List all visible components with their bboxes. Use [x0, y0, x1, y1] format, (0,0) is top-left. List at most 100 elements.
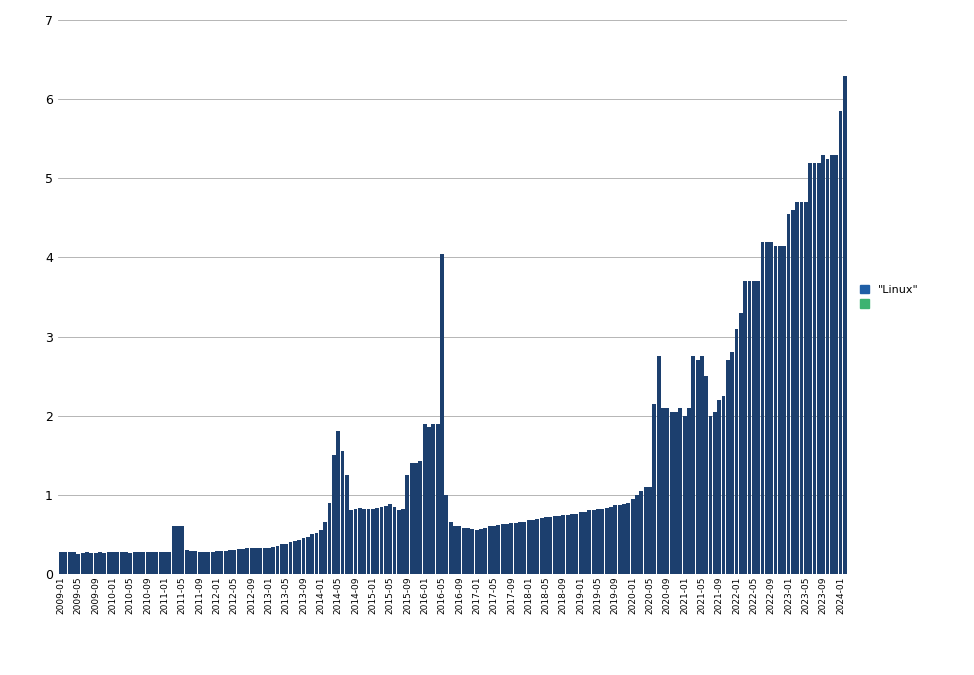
Bar [492, 526, 496, 574]
Bar [479, 529, 483, 574]
Bar [224, 551, 228, 574]
Bar [444, 495, 448, 574]
Bar [163, 552, 167, 574]
Bar [371, 509, 375, 574]
Bar [293, 541, 297, 574]
Bar [410, 463, 414, 574]
Bar [85, 552, 89, 574]
Bar [102, 554, 106, 574]
Bar [587, 510, 591, 574]
Bar [661, 408, 665, 574]
Bar [704, 376, 708, 574]
Bar [431, 423, 435, 574]
Bar [756, 281, 760, 574]
Bar [752, 281, 756, 574]
Bar [544, 517, 548, 574]
Bar [513, 523, 517, 574]
Bar [267, 547, 271, 574]
Bar [540, 518, 543, 574]
Bar [700, 356, 704, 574]
Bar [778, 246, 782, 574]
Bar [132, 552, 136, 574]
Bar [536, 519, 540, 574]
Bar [336, 431, 340, 574]
Bar [467, 528, 470, 574]
Bar [276, 546, 280, 574]
Bar [72, 552, 76, 574]
Bar [458, 526, 462, 574]
Bar [202, 551, 206, 574]
Bar [141, 551, 145, 574]
Bar [185, 550, 189, 574]
Bar [596, 509, 600, 574]
Bar [258, 549, 262, 574]
Bar [150, 551, 154, 574]
Bar [315, 533, 318, 574]
Bar [362, 509, 366, 574]
Bar [826, 159, 830, 574]
Bar [653, 404, 656, 574]
Bar [570, 514, 574, 574]
Bar [630, 499, 634, 574]
Bar [90, 554, 94, 574]
Bar [159, 551, 163, 574]
Bar [812, 163, 816, 574]
Bar [384, 506, 388, 574]
Bar [656, 356, 660, 574]
Bar [817, 163, 821, 574]
Bar [318, 531, 322, 574]
Bar [808, 163, 812, 574]
Bar [609, 506, 613, 574]
Bar [622, 504, 626, 574]
Bar [357, 508, 361, 574]
Bar [800, 202, 804, 574]
Bar [405, 475, 409, 574]
Bar [375, 508, 379, 574]
Bar [345, 475, 349, 574]
Bar [154, 551, 158, 574]
Bar [839, 111, 843, 574]
Bar [350, 510, 354, 574]
Bar [189, 551, 193, 574]
Bar [522, 522, 526, 574]
Bar [389, 504, 393, 574]
Bar [288, 542, 292, 574]
Bar [614, 505, 618, 574]
Bar [272, 547, 276, 574]
Bar [180, 526, 184, 574]
Bar [341, 451, 345, 574]
Bar [782, 246, 786, 574]
Bar [241, 549, 244, 574]
Bar [765, 242, 768, 574]
Bar [583, 512, 587, 574]
Bar [302, 538, 306, 574]
Bar [332, 455, 336, 574]
Bar [306, 537, 310, 574]
Bar [678, 408, 682, 574]
Bar [509, 523, 513, 574]
Bar [787, 214, 791, 574]
Bar [531, 520, 535, 574]
Bar [414, 463, 418, 574]
Bar [687, 408, 691, 574]
Bar [843, 76, 846, 574]
Bar [670, 412, 674, 574]
Bar [232, 550, 236, 574]
Bar [748, 281, 752, 574]
Bar [393, 506, 396, 574]
Bar [210, 551, 214, 574]
Bar [94, 554, 97, 574]
Bar [575, 514, 579, 574]
Bar [474, 531, 478, 574]
Bar [579, 512, 582, 574]
Bar [695, 360, 699, 574]
Bar [739, 313, 743, 574]
Bar [713, 412, 717, 574]
Bar [206, 551, 210, 574]
Bar [462, 528, 466, 574]
Bar [591, 510, 595, 574]
Bar [168, 552, 171, 574]
Bar [483, 528, 487, 574]
Bar [730, 352, 734, 574]
Bar [709, 416, 713, 574]
